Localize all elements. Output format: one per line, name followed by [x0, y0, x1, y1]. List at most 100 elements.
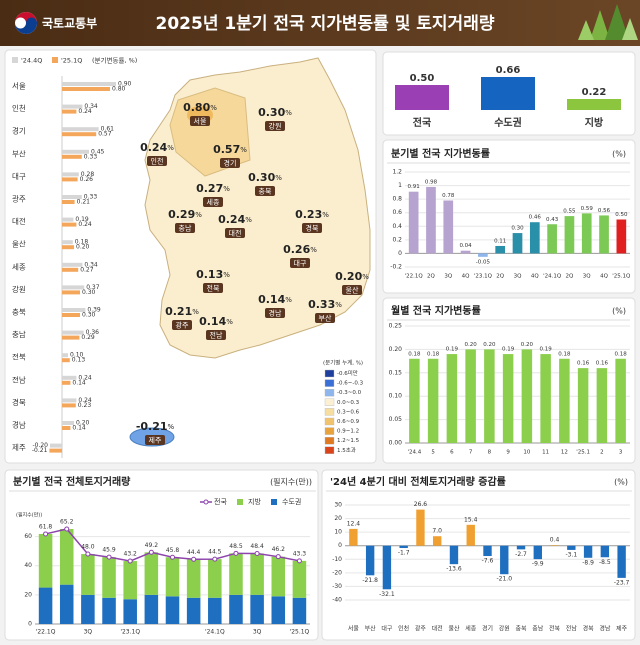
line-point [148, 549, 154, 555]
x-tick-label: 인천 [398, 625, 409, 633]
bar-segment [81, 594, 95, 624]
bar [62, 245, 74, 250]
logo-blue [15, 17, 37, 34]
bar [478, 253, 488, 257]
region-value: 0.24% [140, 141, 174, 154]
value-label: 49.2 [145, 542, 159, 549]
value-label: 0.80 [112, 86, 126, 93]
y-tick-label: 1.2 [392, 169, 402, 176]
bar [62, 421, 74, 425]
bar [399, 545, 408, 549]
x-tick-label: 광주 [415, 626, 427, 633]
bar [62, 172, 79, 177]
y-tick-label: -30 [332, 583, 342, 590]
map-legend-swatch [324, 446, 335, 454]
map-legend-label: 0.3~0.6 [337, 409, 360, 415]
map-legend-swatch [324, 417, 335, 426]
region-label: 광주 [12, 194, 26, 204]
bar [395, 85, 449, 110]
region-name: 광주 [176, 322, 189, 330]
legend-label: '25.1Q [61, 57, 82, 65]
value-label: 0.30 [511, 226, 524, 232]
region-name: 서울 [194, 117, 207, 126]
bar [62, 222, 77, 227]
bar [50, 443, 62, 448]
value-label: 44.4 [187, 549, 201, 556]
region-value-number: 0.23 [295, 208, 322, 221]
bar [62, 127, 99, 132]
bar [577, 368, 589, 443]
bar-segment [271, 596, 286, 624]
line-point [254, 550, 260, 556]
value-label: 0.30 [82, 289, 96, 296]
value-label: 15.4 [464, 516, 478, 523]
region-name: 전남 [210, 331, 223, 340]
value-label: 0.61 [101, 126, 115, 133]
region-name: 전북 [207, 284, 220, 293]
region-tag [203, 197, 223, 207]
map-legend-label: -0.6미만 [337, 369, 358, 377]
x-tick-label: 3Q [253, 629, 262, 636]
bar [62, 267, 79, 272]
x-tick-label: '24.1Q [543, 274, 562, 280]
map-legend-swatch [324, 398, 335, 406]
region-value-unit: % [240, 146, 247, 154]
y-tick-label: 0.6 [392, 209, 402, 216]
bar [433, 536, 442, 546]
legend-label: 전국 [214, 497, 227, 506]
value-label: 45.8 [166, 547, 180, 554]
region-label: 대전 [12, 216, 26, 226]
y-tick-label: 0.8 [392, 196, 402, 203]
region-value-unit: % [167, 144, 174, 152]
line-point [233, 550, 239, 556]
bar [62, 109, 77, 114]
value-label: 0.33 [84, 194, 98, 201]
value-label: 0.43 [546, 217, 559, 223]
bar [446, 354, 458, 443]
region-tag [255, 186, 275, 196]
region-value-unit: % [285, 109, 292, 117]
region-tag [175, 223, 195, 233]
value-label: 0.50 [615, 212, 628, 218]
region-label: 제주 [12, 443, 26, 452]
bar [62, 104, 83, 109]
value-label: -13.6 [446, 566, 462, 573]
region-label: 대구 [12, 172, 26, 181]
x-tick-label: 2Q [427, 274, 435, 280]
region-name: 경남 [269, 309, 282, 318]
legend-swatch [271, 499, 277, 505]
value-label: 0.18 [615, 351, 628, 357]
map-legend-label: -0.6~-0.3 [337, 381, 364, 387]
region-label: 부산 [12, 148, 26, 158]
bar-segment [102, 557, 116, 598]
region-label: 경남 [12, 420, 26, 430]
y-tick-label: 0 [28, 621, 32, 628]
bar-segment [250, 594, 264, 624]
y-tick-label: 60 [24, 533, 32, 540]
value-label: 0.37 [86, 284, 100, 291]
legend-swatch [237, 499, 243, 505]
y-tick-label: 20 [334, 515, 342, 522]
bar-segment [165, 596, 180, 624]
bar [581, 213, 592, 254]
x-tick-label: 11 [542, 450, 549, 456]
value-label: -21.8 [362, 577, 378, 584]
value-label: 0.45 [91, 148, 105, 155]
y-tick-label: 0.4 [392, 223, 402, 230]
value-label: 0.4 [550, 537, 560, 544]
line-point [106, 554, 112, 560]
bar [426, 186, 436, 254]
bar [49, 448, 62, 453]
region-value: 0.30% [258, 106, 292, 119]
map-legend-swatch [324, 437, 335, 445]
chart-title: 분기별 전국 지가변동률 [391, 147, 490, 160]
region-tag [203, 283, 223, 293]
region-tag [145, 435, 165, 445]
line-point [85, 551, 91, 557]
legend-label: 지방 [248, 497, 261, 506]
bar-segment [59, 528, 74, 585]
y-tick-label: -40 [332, 597, 342, 604]
x-tick-label: '23.1Q [120, 629, 140, 636]
value-label: -0.21 [32, 447, 48, 454]
